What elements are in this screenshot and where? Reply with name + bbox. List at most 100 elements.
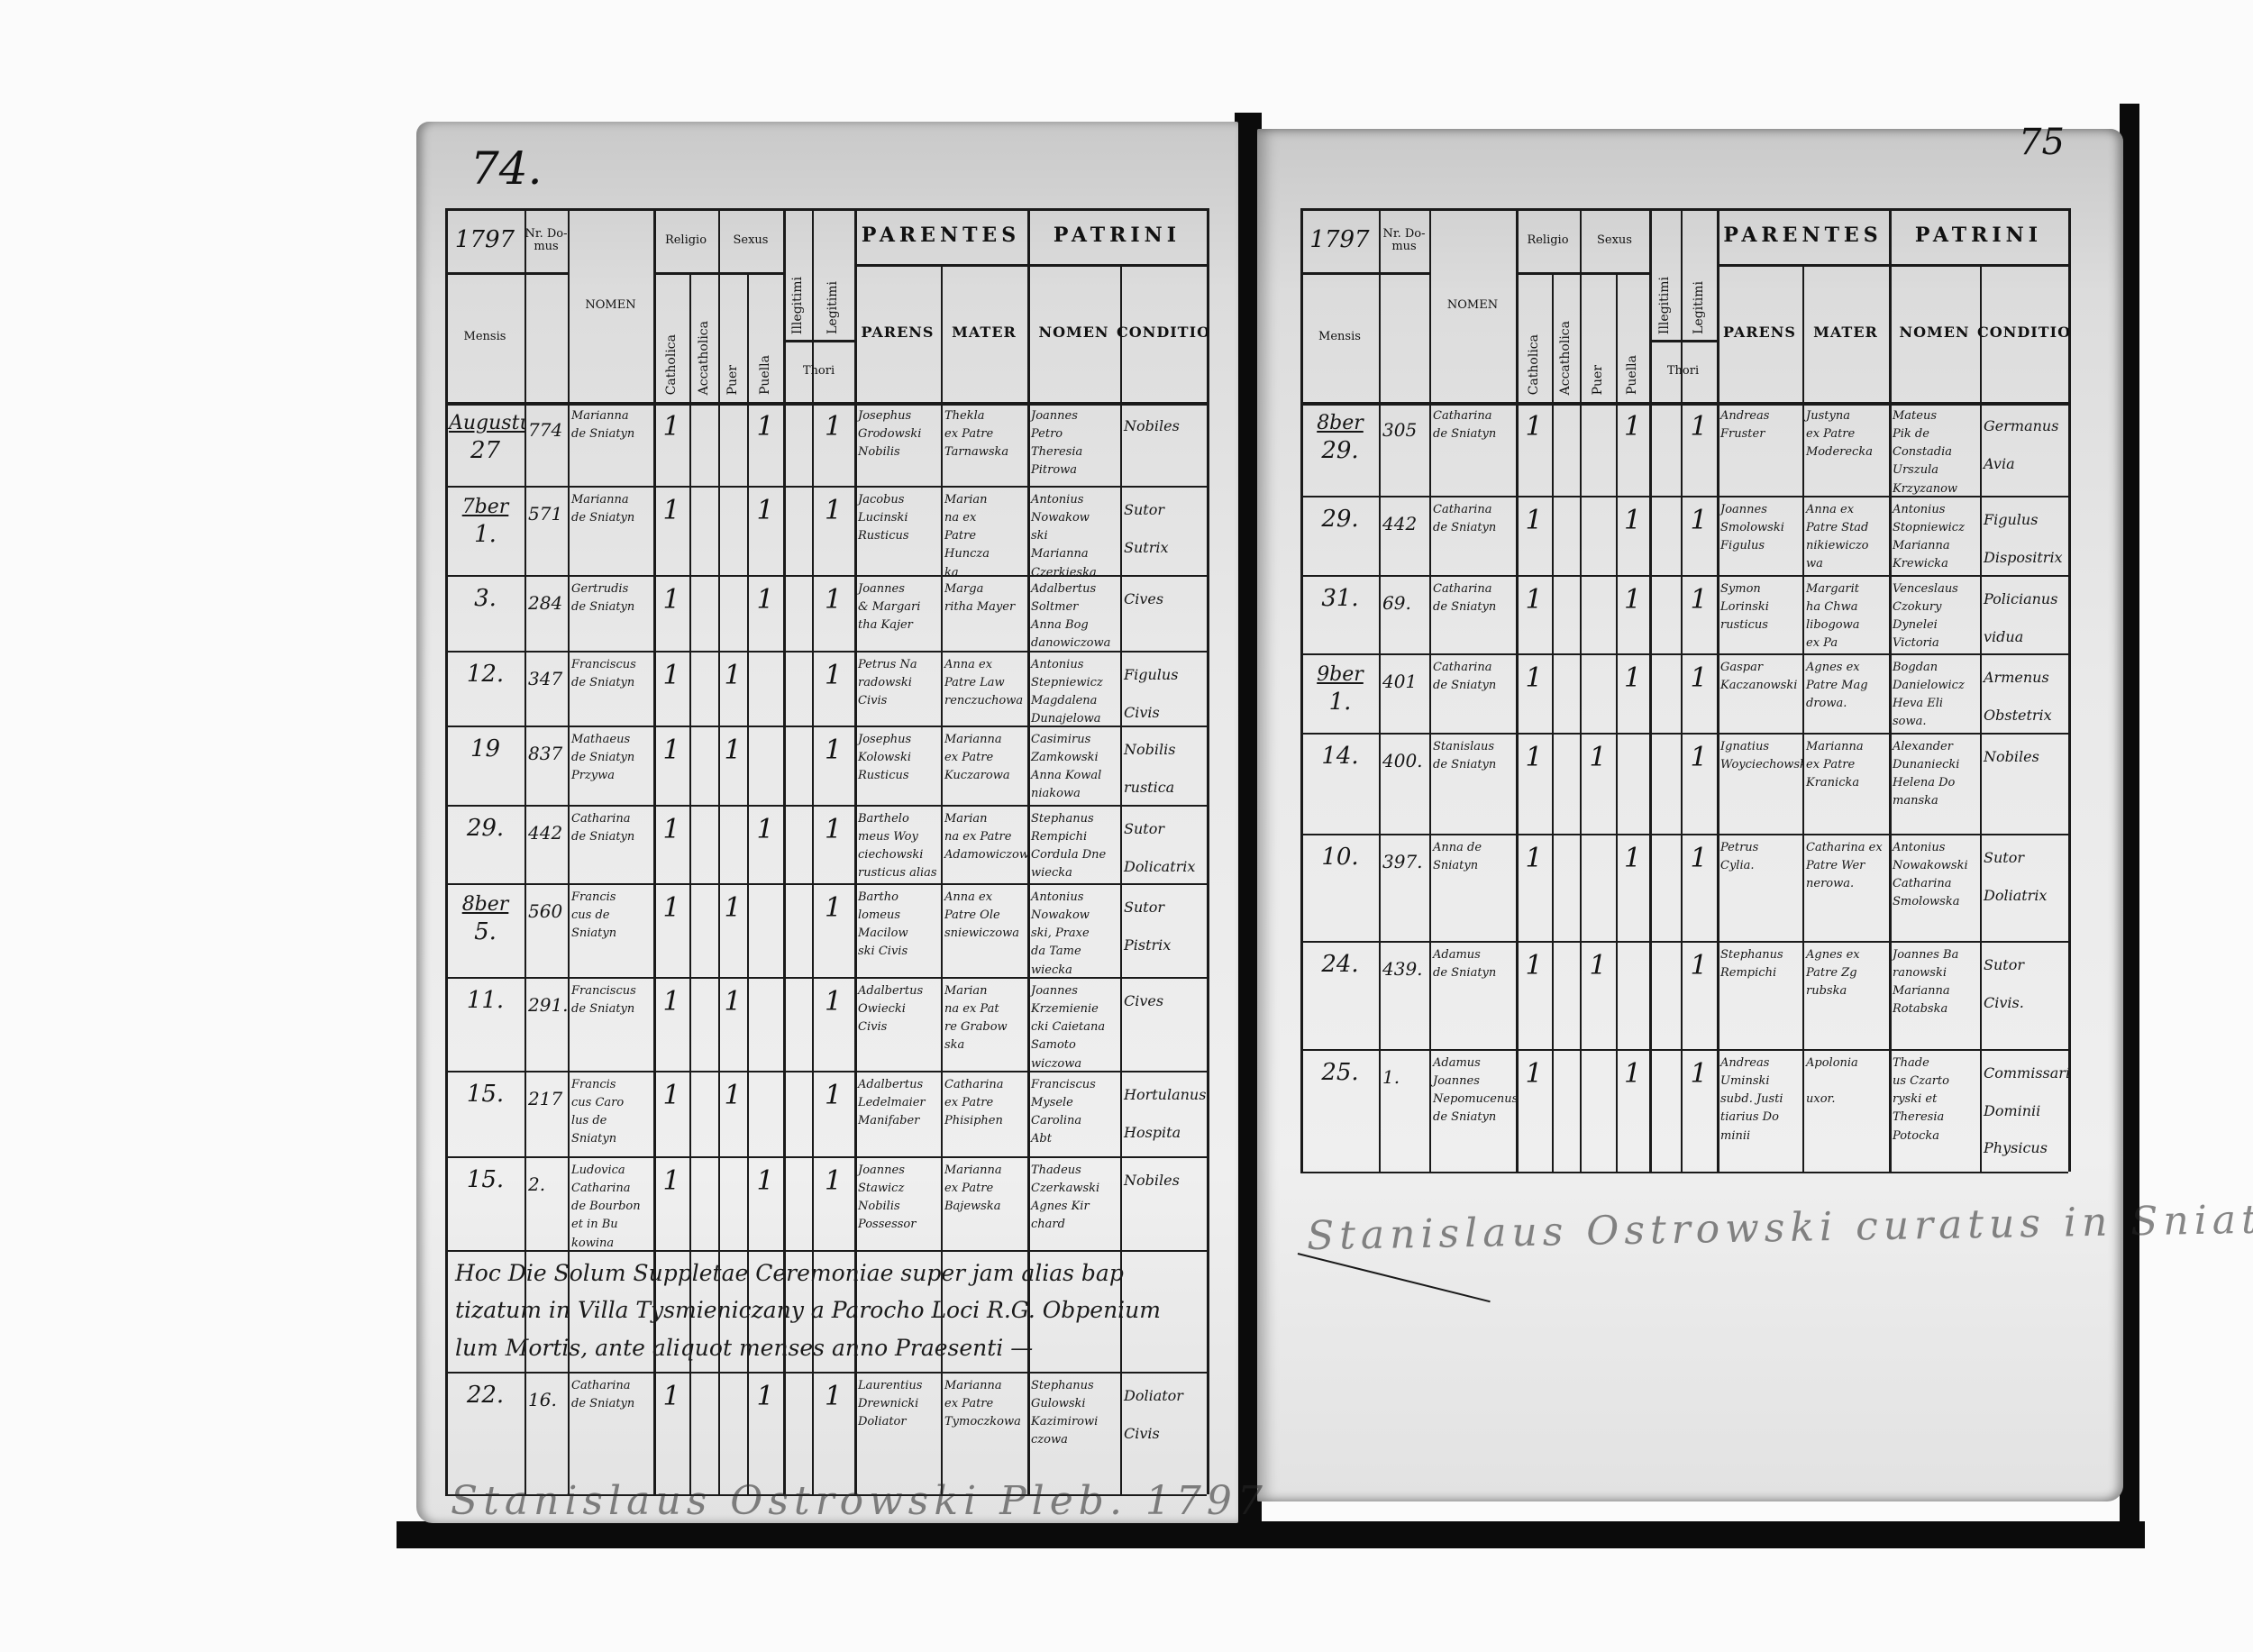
month-text: 8ber [461, 893, 509, 916]
godparents-condition: Figulus Dispositrix [1984, 511, 2063, 566]
thori-label: Thori [802, 363, 835, 378]
month-text: 9ber [1317, 663, 1364, 686]
column-divider [1120, 264, 1122, 1494]
father-name: Joannes Stawicz Nobilis Possessor [858, 1164, 917, 1232]
conditio-label: CONDITIO [1117, 324, 1210, 342]
sexus-mark: 1 [1623, 662, 1642, 694]
date-cell: 3. [445, 575, 524, 651]
religio-label: Religio [664, 233, 707, 247]
catholica-label: Catholica [653, 272, 689, 402]
religio-mark: 1 [662, 1080, 680, 1111]
column-divider [2068, 208, 2071, 1172]
religio-mark: 1 [1525, 662, 1543, 694]
father-name: Andreas Fruster [1720, 409, 1770, 442]
child-name: Catharina de Sniatyn [1433, 582, 1497, 615]
child-name: Stanislaus de Sniatyn [1433, 740, 1497, 772]
religio-mark: 1 [662, 411, 680, 443]
day-text: 29. [1321, 506, 1359, 533]
column-divider [854, 208, 857, 1494]
patrini-rule [1027, 264, 1207, 267]
mater-label: MATER [952, 324, 1017, 342]
sexus-mark: 1 [756, 1165, 774, 1197]
father-name: Adalbertus Owiecki Civis [858, 984, 924, 1035]
thori-rule [1649, 340, 1717, 342]
column-divider [941, 264, 943, 1494]
father-name: Gaspar Kaczanowski [1720, 661, 1798, 693]
day-text: 31. [1321, 585, 1359, 612]
year-row-rule [1300, 272, 1429, 275]
religio-mark: 1 [1525, 411, 1543, 443]
house-number: 401 [1382, 671, 1418, 692]
thori-mark: 1 [824, 986, 843, 1018]
puer-text: Puer [725, 364, 740, 395]
illegitimi-text: Illegitimi [789, 276, 805, 334]
godparents-names: Casimirus Zamkowski Anna Kowal niakowa [1031, 733, 1102, 801]
child-name: Franciscus de Sniatyn [571, 984, 636, 1017]
nr-domus-label: Nr. Do- mus [1382, 226, 1426, 253]
religio-mark: 1 [662, 1165, 680, 1197]
religio-rule [1516, 272, 1580, 275]
house-number: 837 [528, 743, 563, 764]
thori-mark: 1 [824, 892, 843, 924]
puella-label: Puella [1616, 272, 1649, 402]
thori-mark: 1 [824, 584, 843, 616]
year-label: 1797 [454, 225, 515, 253]
thori-mark: 1 [1690, 1058, 1708, 1090]
godparents-names: Franciscus Mysele Carolina Abt [1031, 1078, 1096, 1146]
date-cell: 29. [445, 805, 524, 883]
sexus-mark: 1 [724, 1080, 742, 1111]
godparents-names: Antonius Stepniewicz Magdalena Dunajelow… [1031, 658, 1103, 726]
table-top-border [445, 208, 1207, 211]
mother-name: Marian na ex Patre Huncza ka [944, 493, 990, 575]
religio-mark: 1 [1525, 505, 1543, 536]
religio-mark: 1 [662, 814, 680, 845]
month-text: 7ber [461, 496, 509, 518]
sexus-label: Sexus [1597, 233, 1632, 247]
child-name: Anna de Sniatyn [1433, 841, 1482, 873]
table-top-border [1300, 208, 2068, 211]
godparents-names: Antonius Nowakow ski Marianna Czerkieska [1031, 493, 1097, 575]
thori-mark: 1 [1690, 584, 1708, 616]
mother-name: Marianna ex Patre Tymoczkowa [944, 1379, 1021, 1429]
acatholica-label: Accatholica [689, 272, 718, 402]
godparents-names: Antonius Nowakow ski, Praxe da Tame wiec… [1031, 890, 1090, 977]
column-divider [812, 208, 814, 1494]
ceremony-note: Hoc Die Solum Suppletae Ceremoniae super… [455, 1260, 1161, 1361]
row-divider [445, 1250, 1207, 1252]
child-name: Catharina de Sniatyn [571, 1379, 635, 1411]
page-number-left: 74. [470, 142, 543, 195]
father-name: Joannes Smolowski Figulus [1720, 503, 1784, 553]
father-name: Symon Lorinski rusticus [1720, 582, 1769, 633]
sexus-mark: 1 [1623, 584, 1642, 616]
godparents-names: Bogdan Danielowicz Heva Eli sowa. [1893, 661, 1965, 729]
parens-label: PARENS [861, 324, 935, 342]
row-divider [445, 1156, 1207, 1158]
row-divider [445, 575, 1207, 577]
thori-mark: 1 [1690, 411, 1708, 443]
mother-name: Catharina ex Patre Phisiphen [944, 1078, 1004, 1128]
house-number: 560 [528, 900, 563, 922]
thori-label: Thori [1666, 363, 1700, 378]
godparents-condition: Sutor Sutrix [1124, 501, 1169, 556]
mother-name: Margarit ha Chwa libogowa ex Pa tre [1806, 582, 1860, 651]
sexus-mark: 1 [756, 1381, 774, 1412]
catholica-label: Catholica [1516, 272, 1552, 402]
thori-mark: 1 [824, 1381, 843, 1412]
house-number: 2. [528, 1173, 546, 1195]
column-divider [1580, 208, 1582, 1172]
illegitimi-label: Illegitimi [1649, 208, 1681, 340]
religio-mark: 1 [1525, 950, 1543, 981]
puella-label: Puella [747, 272, 783, 402]
godparents-condition: Nobiles [1984, 748, 2039, 765]
religio-mark: 1 [662, 584, 680, 616]
sexus-mark: 1 [756, 584, 774, 616]
religio-mark: 1 [1525, 843, 1543, 874]
child-name: Ludovica Catharina de Bourbon et in Bu k… [571, 1164, 641, 1250]
nomen-label: NOMEN [1446, 297, 1499, 312]
godparents-condition: Armenus Obstetrix [1984, 669, 2052, 724]
father-name: Josephus Kolowski Rusticus [858, 733, 912, 783]
godparents-names: Adalbertus Soltmer Anna Bog danowiczowa [1031, 582, 1111, 651]
column-divider [1027, 208, 1030, 1494]
row-divider [1300, 653, 2068, 655]
child-name: Marianna de Sniatyn [571, 409, 635, 442]
